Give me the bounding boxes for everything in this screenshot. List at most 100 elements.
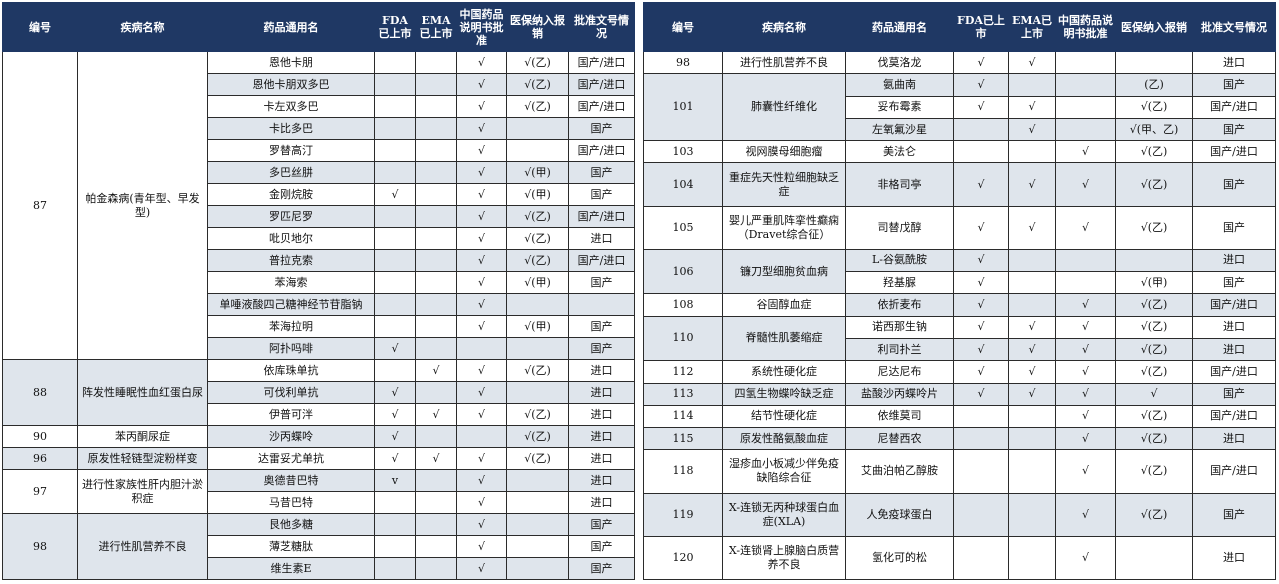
drug-row: 恩他卡朋双多巴 √ √(乙) 国产/进口 (3, 73, 635, 96)
group-id: 101 (643, 73, 723, 142)
empty-cell (1008, 248, 1056, 273)
empty-cell (953, 404, 1009, 429)
disease-name: 谷固醇血症 (722, 293, 846, 317)
drug-row: 阿扑吗啡 √ 国产 (3, 337, 635, 360)
drug-cell: √(乙) (506, 447, 569, 470)
drug-cell: √ (953, 315, 1009, 339)
disease-name: 帕金森病(青年型、早发型) (77, 51, 208, 360)
drug-cell: 国产 (568, 535, 635, 558)
drug-row: 119 X-连锁无丙种球蛋白血症(XLA) 人免疫球蛋白 √ √(乙) 国产 (643, 492, 1276, 537)
group-id: 118 (643, 449, 723, 494)
drug-row: 薄芝糖肽 √ 国产 (3, 535, 635, 558)
empty-cell (374, 95, 416, 118)
drug-cell: √ (1055, 205, 1116, 250)
empty-cell (415, 117, 457, 140)
drug-cell: √ (1055, 449, 1116, 494)
drug-cell: √ (456, 557, 507, 580)
empty-cell (1008, 140, 1056, 164)
table-header: 编号 疾病名称 药品通用名 FDA已上市 EMA已上市 中国药品说明书批准 医保纳入报销 批准… (2, 2, 635, 52)
drug-cell: 国产/进口 (568, 95, 635, 118)
drug-row: 104 重症先天性粒细胞缺乏症 非格司亭 √ √ √ √(乙) 国产 (643, 162, 1276, 207)
drug-row: 妥布霉素 √ √ √(乙) 国产/进口 (644, 95, 1276, 119)
drug-row: 105 婴儿严重肌阵挛性癫痫（Dravet综合征） 司替戊醇 √ √ √ √(乙) 国产 (643, 205, 1276, 250)
drug-cell: 国产 (568, 513, 635, 536)
empty-cell (1055, 248, 1116, 273)
drug-cell: √ (1055, 492, 1116, 537)
empty-cell (415, 73, 457, 96)
drug-cell: v (374, 469, 416, 492)
empty-cell (415, 51, 457, 74)
empty-cell (1055, 117, 1116, 142)
drug-row: 101 肺囊性纤维化 氨曲南 √ (乙) 国产 (643, 73, 1276, 142)
drug-cell: √ (953, 95, 1009, 119)
drug-cell: 进口 (568, 403, 635, 426)
drug-name: 马昔巴特 (207, 491, 375, 514)
drug-name: 奥德昔巴特 (207, 469, 375, 492)
table-header: 编号 疾病名称 药品通用名 FDA已上市 EMA已上市 中国药品说明书批准 医保纳入报销 批准… (643, 2, 1276, 52)
drug-name: 艾曲泊帕乙醇胺 (845, 449, 954, 494)
table-body: 87 帕金森病(青年型、早发型) 恩他卡朋 √ √(乙) 国产/进口 恩他卡朋双多巴 √ √(乙… (2, 51, 635, 580)
drug-cell: √ (456, 249, 507, 272)
drug-name: 可伐利单抗 (207, 381, 375, 404)
empty-cell (374, 359, 416, 382)
drug-row: 金刚烷胺 √ √ √(甲) 国产 (3, 183, 635, 206)
drug-name: 多巴丝肼 (207, 161, 375, 184)
drug-cell: √(乙) (1115, 404, 1193, 429)
drug-name: 恩他卡朋双多巴 (207, 73, 375, 96)
empty-cell (415, 491, 457, 514)
drug-cell: √(甲、乙) (1115, 117, 1193, 142)
drug-name: 伊普可泮 (207, 403, 375, 426)
drug-name: 盐酸沙丙蝶呤片 (845, 382, 954, 406)
drug-cell: 国产 (568, 315, 635, 338)
drug-name: 氨曲南 (845, 73, 954, 97)
group-id: 97 (2, 469, 78, 514)
empty-cell (1055, 50, 1116, 75)
drug-cell: √(乙) (1115, 140, 1193, 164)
group-id: 104 (643, 162, 723, 207)
empty-cell (506, 293, 569, 316)
empty-cell (374, 557, 416, 580)
drug-cell: 进口 (568, 227, 635, 250)
drug-cell: √(乙) (1115, 360, 1193, 384)
empty-cell (1055, 271, 1116, 295)
drug-cell: √(乙) (506, 205, 569, 228)
drug-name: 卡比多巴 (207, 117, 375, 140)
drug-cell: √ (953, 73, 1009, 97)
drug-cell: √ (1115, 382, 1193, 406)
empty-cell (415, 513, 457, 536)
drug-cell: 进口 (568, 447, 635, 470)
drug-cell: 国产 (568, 337, 635, 360)
drug-row: 羟基脲 √ √(甲) 国产 (644, 271, 1276, 295)
drug-cell: √(乙) (1115, 449, 1193, 494)
drug-cell: √ (374, 183, 416, 206)
drug-row: 112 系统性硬化症 尼达尼布 √ √ √ √(乙) 国产/进口 (643, 360, 1276, 384)
drug-cell: √ (374, 381, 416, 404)
drug-cell: 进口 (568, 491, 635, 514)
empty-cell (415, 95, 457, 118)
empty-cell (456, 337, 507, 360)
drug-name: 罗替高汀 (207, 139, 375, 162)
drug-cell: 国产/进口 (1192, 95, 1276, 119)
disease-name: 婴儿严重肌阵挛性癫痫（Dravet综合征） (722, 205, 846, 250)
group-id: 98 (643, 50, 723, 75)
drug-cell: √(甲) (506, 315, 569, 338)
drug-name: 达雷妥尤单抗 (207, 447, 375, 470)
drug-cell: √ (456, 359, 507, 382)
drug-cell: 国产 (1192, 205, 1276, 250)
drug-cell: √ (1055, 337, 1116, 362)
disease-name: 肺囊性纤维化 (722, 73, 846, 142)
drug-name: 单唾液酸四己糖神经节苷脂钠 (207, 293, 375, 316)
drug-cell: 国产 (1192, 73, 1276, 97)
header-cell: 批准文号情况 (1192, 2, 1276, 52)
drug-row: 多巴丝肼 √ √(甲) 国产 (3, 161, 635, 184)
drug-cell: √(乙) (1115, 162, 1193, 207)
empty-cell (1115, 50, 1193, 75)
drug-cell: √ (953, 360, 1009, 384)
empty-cell (1008, 404, 1056, 429)
empty-cell (415, 205, 457, 228)
drug-cell: 国产 (568, 271, 635, 294)
empty-cell (1008, 73, 1056, 97)
group-id: 106 (643, 248, 723, 295)
drug-cell: √ (456, 403, 507, 426)
empty-cell (374, 73, 416, 96)
